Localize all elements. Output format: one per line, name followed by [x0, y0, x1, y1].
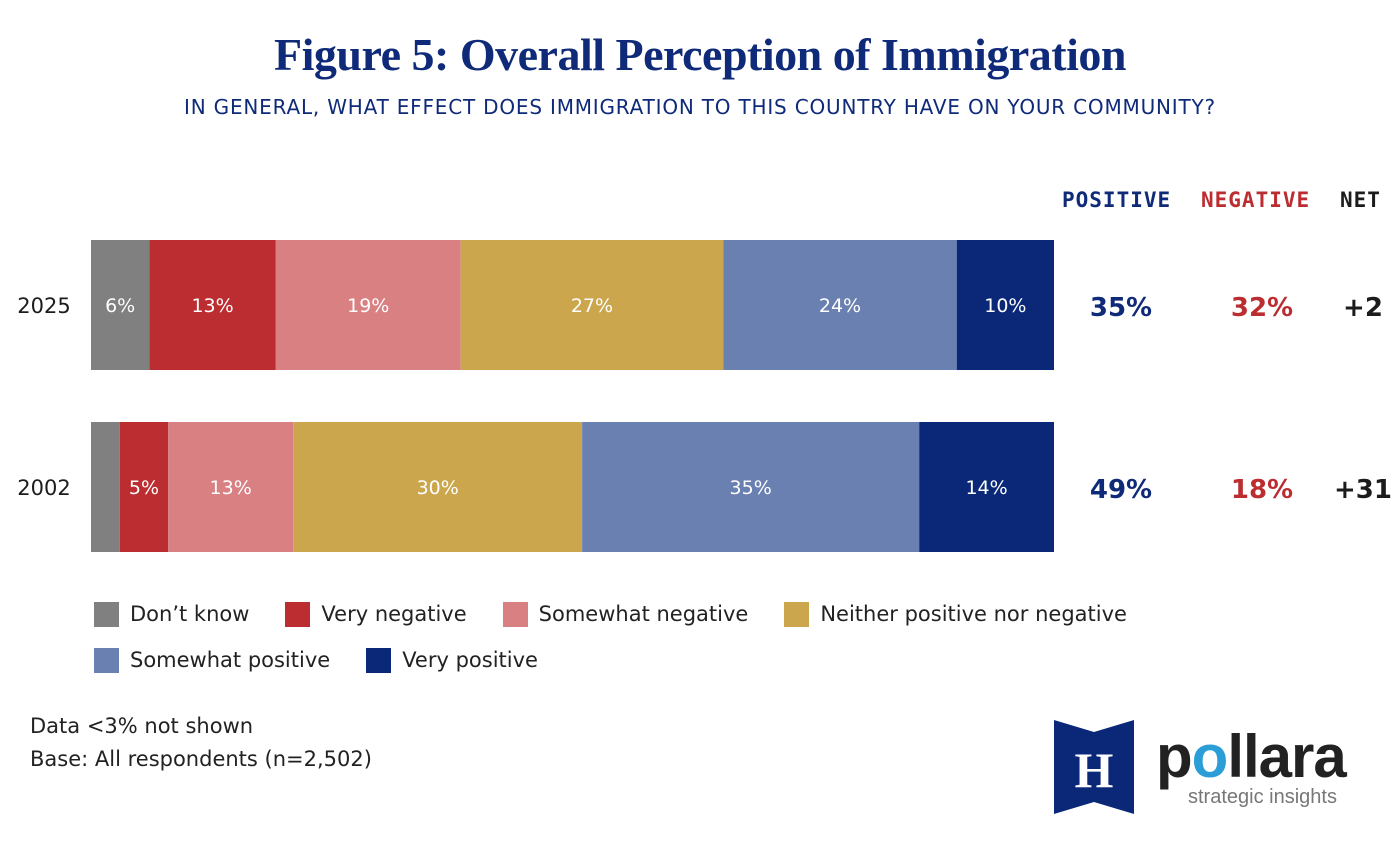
bar-segment-2002-1: [119, 422, 169, 552]
bar-segment-2002-2: [168, 422, 294, 552]
data-label-2025-0: 6%: [105, 295, 135, 317]
logo-word-end: llara: [1227, 723, 1346, 790]
logo-word-start: p: [1156, 723, 1193, 790]
bar-segment-2025-0: [91, 240, 150, 370]
legend-swatch-very-negative: [285, 601, 311, 627]
bar-segment-2025-3: [460, 240, 724, 370]
data-label-2002-2: 13%: [210, 477, 252, 499]
data-label-2002-5: 14%: [965, 477, 1007, 499]
logo-tagline: strategic insights: [1188, 786, 1337, 808]
legend-item-very-positive: Very positive: [366, 647, 538, 673]
data-label-2002-3: 30%: [417, 477, 459, 499]
legend-label-neither: Neither positive nor negative: [820, 602, 1127, 626]
bar-segment-2002-4: [582, 422, 920, 552]
legend-swatch-neither: [784, 601, 810, 627]
data-label-2025-1: 13%: [191, 295, 233, 317]
bar-segment-2002-5: [919, 422, 1054, 552]
bar-segment-2025-2: [275, 240, 461, 370]
data-label-2025-3: 27%: [571, 295, 613, 317]
logo-word-accent: o: [1191, 723, 1229, 790]
legend-item-somewhat-positive: Somewhat positive: [94, 647, 331, 673]
bar-segment-2025-4: [723, 240, 957, 370]
summary-net-2002: +31: [1334, 475, 1392, 505]
footnote-base: Base: All respondents (n=2,502): [30, 747, 372, 771]
legend-label-somewhat-positive: Somewhat positive: [130, 648, 331, 672]
summary-positive-2025: 35%: [1090, 293, 1152, 323]
data-label-2002-1: 5%: [129, 477, 159, 499]
logo-emblem-letter: H: [1075, 742, 1114, 798]
legend-swatch-somewhat-positive: [94, 647, 119, 673]
data-label-2025-5: 10%: [984, 295, 1026, 317]
negative-column-header: NEGATIVE: [1201, 188, 1311, 212]
category-label-2025: 2025: [17, 294, 70, 318]
legend-item-very-negative: Very negative: [285, 601, 467, 627]
bar-segment-2025-1: [149, 240, 276, 370]
summary-negative-2002: 18%: [1231, 475, 1293, 505]
positive-column-header: POSITIVE: [1062, 188, 1172, 212]
legend-label-very-negative: Very negative: [321, 602, 467, 626]
legend-swatch-very-positive: [366, 647, 392, 673]
legend-swatch-somewhat-negative: [502, 601, 528, 627]
summary-net-2025: +2: [1343, 293, 1383, 323]
category-label-2002: 2002: [17, 476, 70, 500]
legend-label-very-positive: Very positive: [402, 648, 538, 672]
legend-swatch-dont-know: [94, 601, 119, 627]
data-label-2025-4: 24%: [819, 295, 861, 317]
legend-item-neither: Neither positive nor negative: [784, 601, 1127, 627]
bar-segment-2025-5: [956, 240, 1054, 370]
chart-title: Figure 5: Overall Perception of Immigrat…: [274, 29, 1126, 80]
net-column-header: NET: [1340, 188, 1381, 212]
footnote-data-threshold: Data <3% not shown: [30, 714, 254, 738]
chart-subtitle: IN GENERAL, WHAT EFFECT DOES IMMIGRATION…: [184, 95, 1216, 119]
legend-row-2: Somewhat positive Very positive: [94, 644, 1194, 676]
chart-legend: Don’t know Very negative Somewhat negati…: [94, 598, 1194, 690]
bar-segment-2002-3: [293, 422, 583, 552]
legend-row-1: Don’t know Very negative Somewhat negati…: [94, 598, 1194, 630]
legend-label-dont-know: Don’t know: [130, 602, 250, 626]
bar-segment-2002-0: [91, 422, 120, 552]
summary-negative-2025: 32%: [1231, 293, 1293, 323]
legend-label-somewhat-negative: Somewhat negative: [538, 602, 749, 626]
legend-item-dont-know: Don’t know: [94, 601, 250, 627]
pollara-emblem-icon: H: [1054, 720, 1134, 814]
logo-wordmark: pollara: [1156, 722, 1347, 791]
summary-positive-2002: 49%: [1090, 475, 1152, 505]
data-label-2002-4: 35%: [730, 477, 772, 499]
legend-item-somewhat-negative: Somewhat negative: [502, 601, 749, 627]
data-label-2025-2: 19%: [347, 295, 389, 317]
